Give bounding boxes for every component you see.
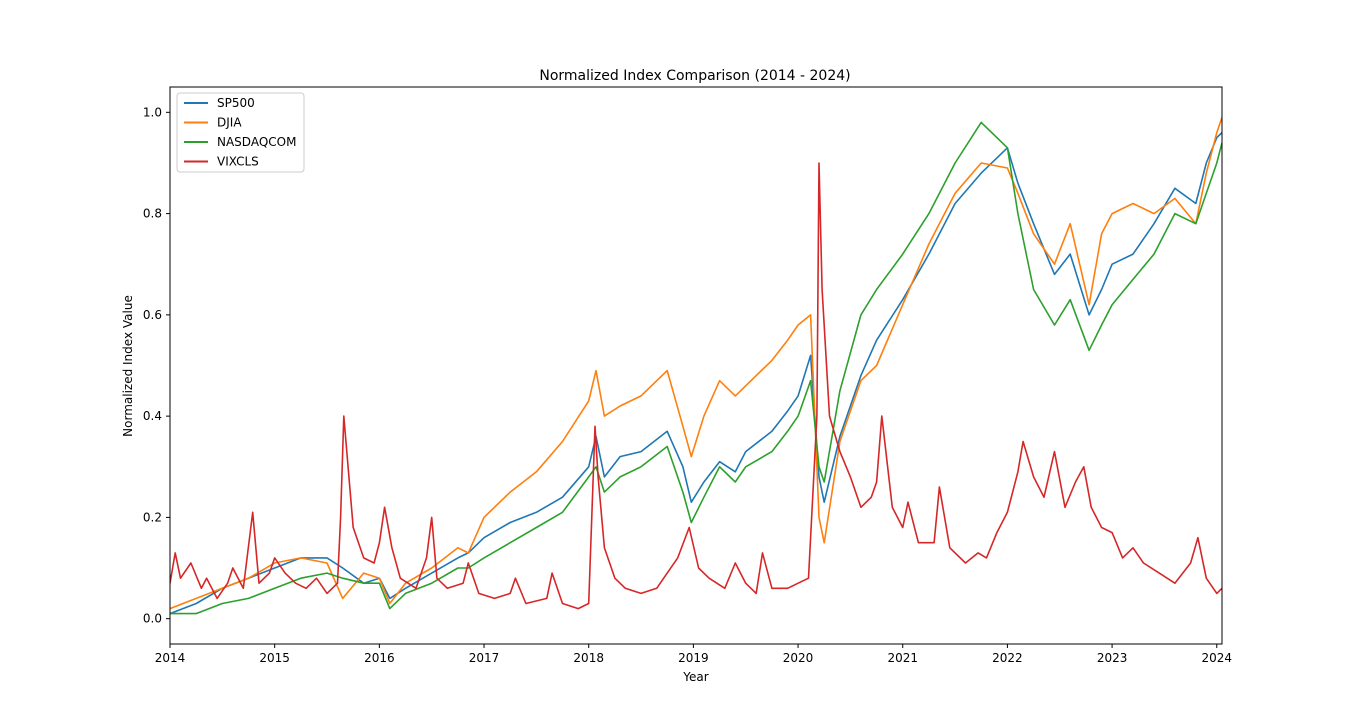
x-tick-label: 2024 (1201, 651, 1232, 665)
legend-label-vixcls: VIXCLS (217, 155, 259, 169)
x-tick-label: 2015 (259, 651, 290, 665)
legend-box (176, 92, 305, 173)
x-axis-title: Year (682, 670, 708, 684)
x-tick-label: 2020 (783, 651, 814, 665)
series-line-sp500 (170, 132, 1222, 615)
series-line-djia (170, 117, 1222, 610)
x-tick-label: 2023 (1097, 651, 1128, 665)
x-axis: 2014 2015 2016 2017 2018 2019 2020 2021 2022 2023… (155, 644, 1232, 665)
x-tick-label: 2018 (573, 651, 604, 665)
y-tick-label: 0.8 (143, 207, 162, 221)
plot-area (170, 117, 1222, 615)
x-tick-label: 2019 (678, 651, 709, 665)
y-tick-label: 0.0 (143, 612, 162, 626)
legend-label-sp500: SP500 (217, 96, 255, 110)
series-line-vixcls (170, 162, 1222, 610)
x-tick-label: 2014 (155, 651, 186, 665)
axes-frame (169, 86, 1223, 645)
x-tick-label: 2016 (364, 651, 395, 665)
legend-label-djia: DJIA (217, 116, 242, 130)
x-tick-label: 2022 (992, 651, 1023, 665)
x-tick-label: 2021 (887, 651, 918, 665)
chart-title: Normalized Index Comparison (2014 - 2024… (539, 68, 850, 84)
y-tick-label: 0.6 (143, 308, 162, 322)
y-tick-label: 0.4 (143, 409, 162, 423)
x-tick-label: 2017 (469, 651, 500, 665)
legend: SP500 DJIA NASDAQCOM VIXCLS (176, 92, 305, 173)
series-line-nasdaqcom (170, 121, 1222, 615)
legend-label-nasdaqcom: NASDAQCOM (217, 135, 296, 149)
y-tick-label: 1.0 (143, 105, 162, 119)
y-axis: 0.0 0.2 0.4 0.6 0.8 1.0 (143, 105, 170, 626)
y-tick-label: 0.2 (143, 510, 162, 524)
y-axis-title: Normalized Index Value (121, 295, 135, 437)
